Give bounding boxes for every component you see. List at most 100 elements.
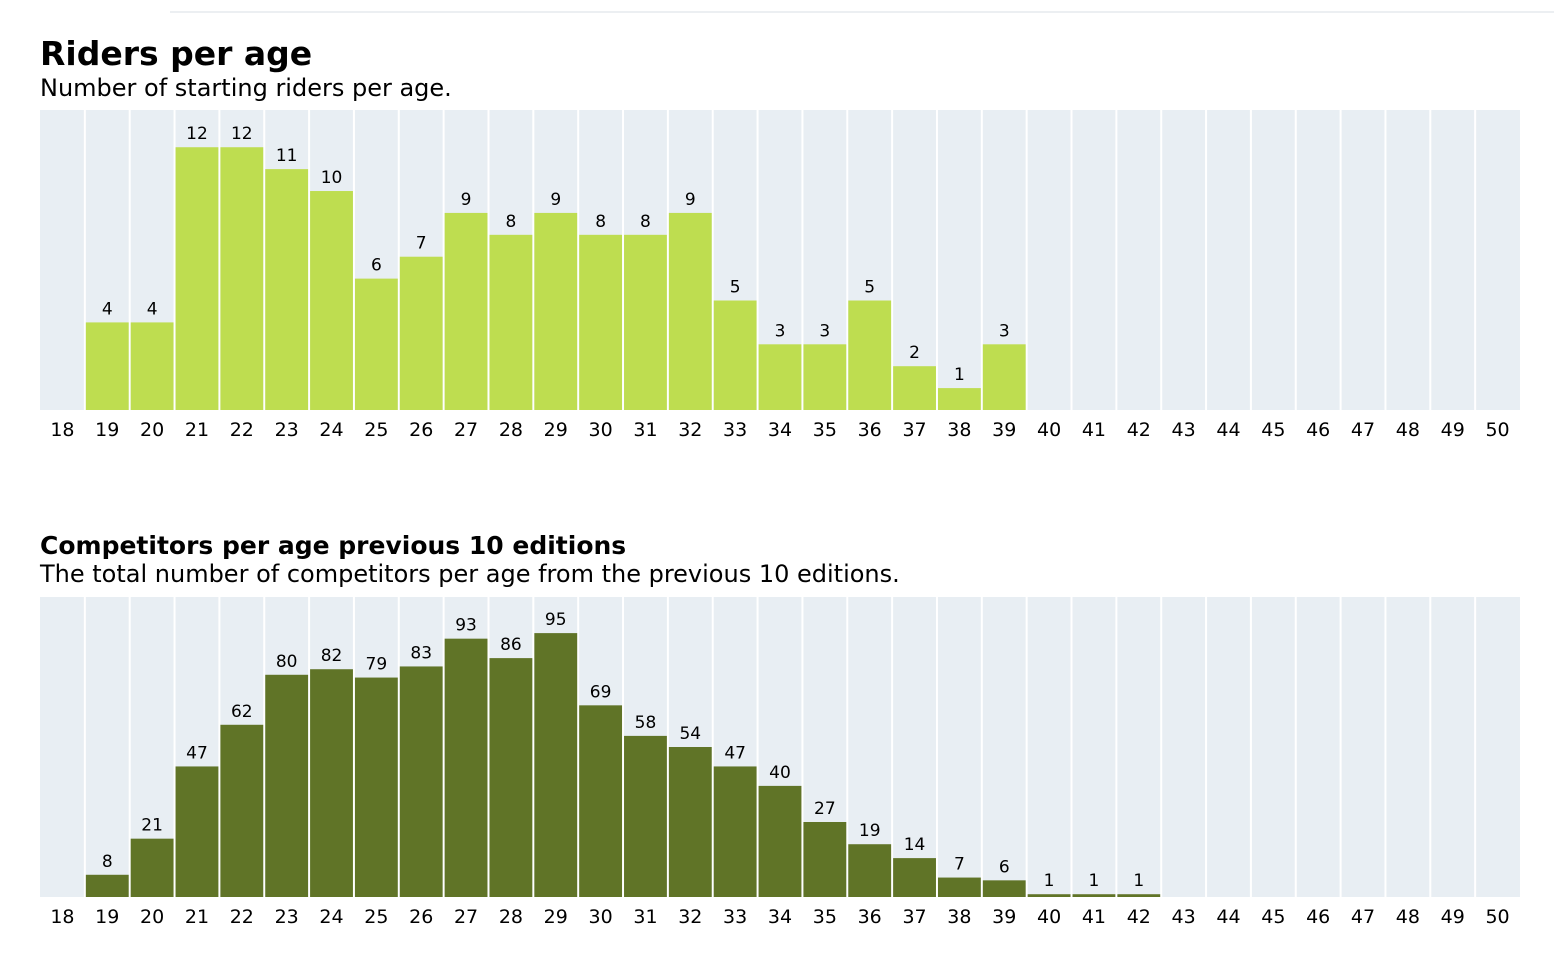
bar [130,838,174,897]
data-label: 3 [775,321,786,341]
data-label: 40 [769,763,791,783]
bar [310,669,353,897]
data-label: 80 [276,652,298,672]
data-label: 9 [685,190,696,210]
bar [265,674,309,897]
bar [534,212,578,410]
x-tick-label: 28 [499,419,523,441]
bar [489,234,533,410]
data-label: 1 [1133,871,1144,891]
data-label: 47 [186,743,208,763]
x-tick-label: 31 [633,906,657,928]
data-label: 83 [410,643,432,663]
data-label: 69 [590,682,612,702]
x-tick-label: 27 [454,419,478,441]
data-label: 62 [231,702,253,722]
x-tick-label: 34 [768,419,792,441]
x-tick-label: 38 [947,906,971,928]
x-tick-label: 30 [589,419,613,441]
x-tick-label: 20 [140,906,164,928]
chart-subtitle: Number of starting riders per age. [40,74,452,103]
x-tick-label: 35 [813,906,837,928]
data-label: 1 [954,365,965,385]
x-tick-label: 43 [1172,419,1196,441]
data-label: 1 [1044,871,1055,891]
data-label: 9 [461,190,472,210]
bar [624,234,667,410]
riders-per-age-section: Riders per age Number of starting riders… [40,35,1520,441]
bar [85,874,129,897]
x-tick-label: 34 [768,906,792,928]
data-label: 82 [321,646,343,666]
data-label: 11 [276,146,298,166]
x-tick-label: 47 [1351,419,1375,441]
bar [937,388,981,410]
x-tick-label: 37 [902,419,926,441]
bar [713,766,757,897]
top-divider [170,11,1554,13]
data-label: 3 [819,321,830,341]
data-label: 21 [141,816,163,836]
data-label: 8 [595,212,606,232]
chart-title: Competitors per age previous 10 editions [40,531,627,560]
x-tick-label: 21 [185,906,209,928]
bar [175,766,219,897]
data-label: 7 [954,855,965,875]
data-label: 54 [679,724,701,744]
bar [489,658,533,897]
bar [220,147,264,411]
competitors-per-age-chart: 18 8 19 21 20 47 21 62 22 80 23 82 24 79 25 83 26 93 27 86 2… [40,597,1520,928]
x-tick-label: 18 [50,906,74,928]
x-tick-label: 38 [947,419,971,441]
x-tick-label: 32 [678,906,702,928]
bar [982,344,1026,410]
x-tick-label: 30 [589,906,613,928]
data-label: 4 [147,299,158,319]
data-label: 93 [455,616,477,636]
x-tick-label: 41 [1082,419,1106,441]
data-label: 86 [500,635,522,655]
bar [444,638,488,897]
x-tick-label: 42 [1127,906,1151,928]
data-label: 6 [371,256,382,276]
x-tick-label: 22 [230,906,254,928]
x-tick-label: 19 [95,419,119,441]
x-tick-label: 24 [319,419,343,441]
data-label: 27 [814,799,836,819]
x-tick-label: 36 [858,419,882,441]
bar [175,147,219,411]
bar [354,278,398,410]
x-tick-label: 46 [1306,419,1330,441]
x-tick-label: 47 [1351,906,1375,928]
bar [848,300,892,410]
bar [1027,894,1071,897]
data-label: 1 [1089,871,1100,891]
data-label: 95 [545,610,567,630]
data-label: 58 [635,713,657,733]
x-tick-label: 27 [454,906,478,928]
data-label: 47 [724,743,746,763]
data-label: 14 [904,835,926,855]
bar [534,633,578,897]
x-tick-label: 43 [1172,906,1196,928]
data-label: 10 [321,168,343,188]
x-tick-label: 25 [364,906,388,928]
x-tick-label: 18 [50,419,74,441]
bar [265,169,309,410]
x-tick-label: 44 [1216,419,1240,441]
x-tick-label: 45 [1261,419,1285,441]
x-tick-label: 19 [95,906,119,928]
data-label: 3 [999,321,1010,341]
bar [758,344,802,410]
data-label: 2 [909,343,920,363]
bar [893,858,936,897]
bar [399,666,443,897]
bar [1072,894,1116,897]
x-tick-label: 29 [544,906,568,928]
data-label: 9 [550,190,561,210]
bar [399,256,443,410]
x-tick-label: 50 [1485,419,1509,441]
x-tick-label: 37 [902,906,926,928]
bar [668,747,712,897]
x-tick-label: 48 [1396,906,1420,928]
